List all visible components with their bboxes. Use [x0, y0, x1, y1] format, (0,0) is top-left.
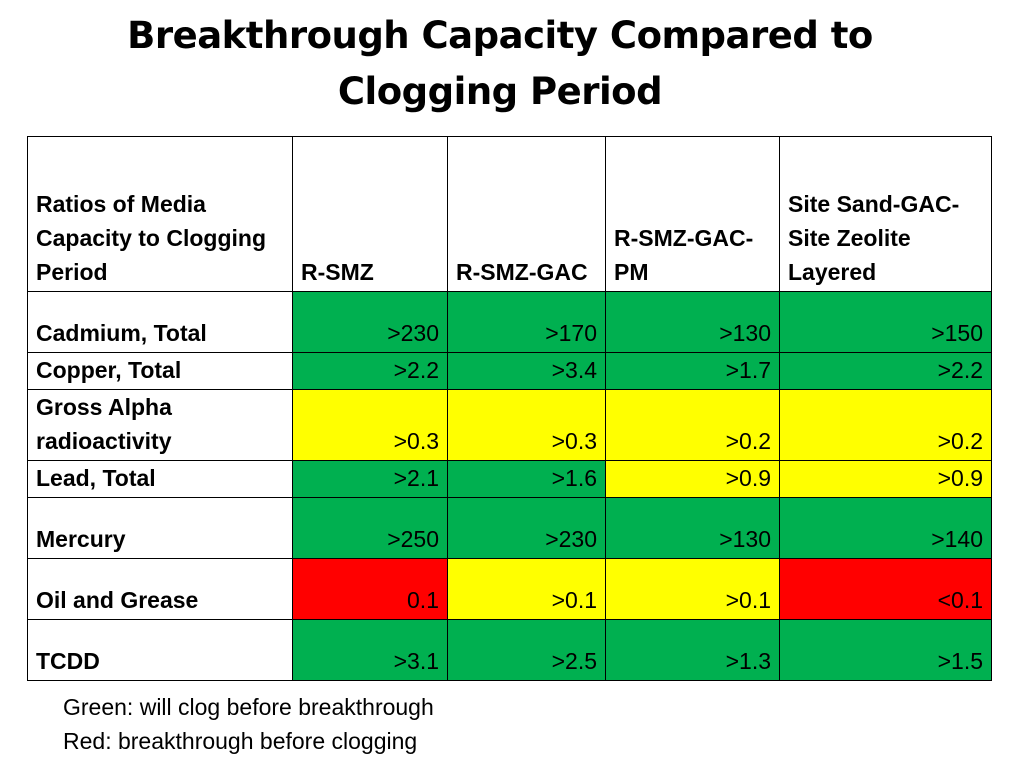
- table-row: Gross Alpha radioactivity >0.3 >0.3 >0.2…: [27, 389, 992, 461]
- title-line-2: Clogging Period: [337, 70, 663, 113]
- row-label: TCDD: [27, 619, 293, 681]
- row-label: Lead, Total: [27, 460, 293, 498]
- value-cell: >0.3: [292, 389, 448, 461]
- value-cell: <0.1: [779, 558, 992, 620]
- value-cell: >230: [292, 291, 448, 353]
- row-label: Gross Alpha radioactivity: [27, 389, 293, 461]
- title-line-1: Breakthrough Capacity Compared to: [127, 14, 873, 57]
- value-cell: >150: [779, 291, 992, 353]
- value-cell: >170: [447, 291, 606, 353]
- row-label: Cadmium, Total: [27, 291, 293, 353]
- legend-green-text: Green: will clog before breakthrough: [63, 694, 434, 720]
- value-cell: >130: [605, 291, 780, 353]
- table-row: Cadmium, Total >230 >170 >130 >150: [27, 291, 992, 353]
- table-row: Oil and Grease 0.1 >0.1 >0.1 <0.1: [27, 558, 992, 620]
- table-row: TCDD >3.1 >2.5 >1.3 >1.5: [27, 619, 992, 681]
- table-row: Lead, Total >2.1 >1.6 >0.9 >0.9: [27, 460, 992, 498]
- color-legend: Green: will clog before breakthrough Red…: [63, 690, 434, 758]
- value-cell: >1.6: [447, 460, 606, 498]
- value-cell: >1.7: [605, 352, 780, 390]
- table-row: Copper, Total >2.2 >3.4 >1.7 >2.2: [27, 352, 992, 390]
- row-label: Oil and Grease: [27, 558, 293, 620]
- header-cell: Site Sand-GAC-Site Zeolite Layered: [779, 136, 992, 292]
- value-cell: >0.1: [447, 558, 606, 620]
- value-cell: >2.5: [447, 619, 606, 681]
- row-label: Copper, Total: [27, 352, 293, 390]
- header-cell: Ratios of Media Capacity to Clogging Per…: [27, 136, 293, 292]
- value-cell: >1.3: [605, 619, 780, 681]
- capacity-table: Ratios of Media Capacity to Clogging Per…: [27, 136, 992, 681]
- header-cell: R-SMZ-GAC-PM: [605, 136, 780, 292]
- value-cell: >2.2: [779, 352, 992, 390]
- value-cell: 0.1: [292, 558, 448, 620]
- value-cell: >140: [779, 497, 992, 559]
- slide-title: Breakthrough Capacity Compared to Cloggi…: [0, 8, 1000, 120]
- table-header-row: Ratios of Media Capacity to Clogging Per…: [27, 136, 992, 292]
- value-cell: >2.2: [292, 352, 448, 390]
- value-cell: >2.1: [292, 460, 448, 498]
- value-cell: >0.9: [605, 460, 780, 498]
- value-cell: >0.9: [779, 460, 992, 498]
- value-cell: >0.1: [605, 558, 780, 620]
- value-cell: >0.2: [605, 389, 780, 461]
- row-label: Mercury: [27, 497, 293, 559]
- value-cell: >3.1: [292, 619, 448, 681]
- value-cell: >0.2: [779, 389, 992, 461]
- value-cell: >0.3: [447, 389, 606, 461]
- header-cell: R-SMZ-GAC: [447, 136, 606, 292]
- value-cell: >130: [605, 497, 780, 559]
- table-row: Mercury >250 >230 >130 >140: [27, 497, 992, 559]
- value-cell: >250: [292, 497, 448, 559]
- header-cell: R-SMZ: [292, 136, 448, 292]
- legend-red-text: Red: breakthrough before clogging: [63, 728, 418, 754]
- value-cell: >230: [447, 497, 606, 559]
- value-cell: >1.5: [779, 619, 992, 681]
- value-cell: >3.4: [447, 352, 606, 390]
